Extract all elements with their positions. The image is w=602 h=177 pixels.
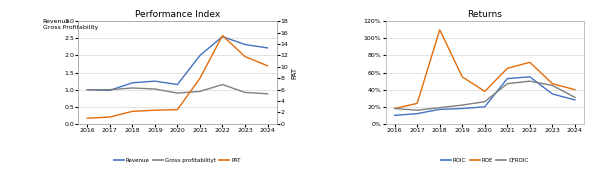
Line: ROIC: ROIC — [395, 77, 575, 115]
ROIC — [481, 106, 488, 108]
CFROIC — [504, 83, 511, 85]
ROE — [481, 90, 488, 92]
Revenue — [196, 54, 203, 56]
Revenue — [174, 84, 181, 86]
PAT — [241, 56, 249, 58]
ROIC — [436, 108, 443, 110]
CFROIC — [481, 101, 488, 103]
PAT — [84, 117, 91, 119]
ROE — [436, 29, 443, 31]
Gross profitabilityt — [241, 91, 249, 93]
Gross profitabilityt — [219, 84, 226, 86]
ROIC — [571, 99, 579, 101]
ROE — [459, 76, 466, 78]
Legend: ROIC, ROE, CFROIC: ROIC, ROE, CFROIC — [438, 155, 531, 165]
ROIC — [414, 113, 421, 115]
ROIC — [549, 93, 556, 95]
Gross profitabilityt — [174, 92, 181, 94]
Gross profitabilityt — [129, 87, 136, 89]
Line: CFROIC: CFROIC — [395, 81, 575, 110]
ROE — [504, 67, 511, 69]
Title: Performance Index: Performance Index — [135, 10, 220, 19]
CFROIC — [391, 107, 399, 110]
PAT — [174, 109, 181, 111]
ROE — [526, 61, 533, 63]
Revenue — [129, 82, 136, 84]
Revenue — [84, 89, 91, 91]
CFROIC — [549, 84, 556, 87]
Gross profitabilityt — [106, 89, 113, 91]
PAT — [219, 35, 226, 37]
ROE — [391, 107, 399, 110]
Gross profitabilityt — [264, 93, 271, 95]
CFROIC — [459, 104, 466, 106]
ROIC — [526, 76, 533, 78]
Line: Revenue: Revenue — [87, 37, 267, 90]
CFROIC — [571, 96, 579, 98]
ROE — [414, 102, 421, 104]
Gross profitabilityt — [196, 90, 203, 92]
Gross profitabilityt — [151, 88, 158, 90]
Revenue — [264, 47, 271, 49]
PAT — [106, 116, 113, 118]
Revenue — [219, 36, 226, 38]
ROIC — [391, 114, 399, 116]
PAT — [129, 110, 136, 112]
Title: Returns: Returns — [467, 10, 502, 19]
Text: Revenue
Gross Profitability: Revenue Gross Profitability — [43, 19, 98, 30]
Legend: Revenue, Gross profitabilityt, PAT: Revenue, Gross profitabilityt, PAT — [111, 155, 243, 165]
Line: ROE: ROE — [395, 30, 575, 109]
Line: PAT: PAT — [87, 36, 267, 118]
PAT — [264, 65, 271, 67]
CFROIC — [436, 107, 443, 109]
ROIC — [504, 78, 511, 80]
PAT — [196, 77, 203, 79]
CFROIC — [526, 80, 533, 82]
Line: Gross profitabilityt: Gross profitabilityt — [87, 85, 267, 94]
Y-axis label: PAT: PAT — [291, 67, 297, 79]
Revenue — [151, 80, 158, 82]
Revenue — [241, 43, 249, 45]
Revenue — [106, 89, 113, 92]
CFROIC — [414, 109, 421, 111]
ROE — [571, 89, 579, 91]
ROE — [549, 83, 556, 85]
Gross profitabilityt — [84, 89, 91, 91]
PAT — [151, 109, 158, 111]
ROIC — [459, 107, 466, 110]
